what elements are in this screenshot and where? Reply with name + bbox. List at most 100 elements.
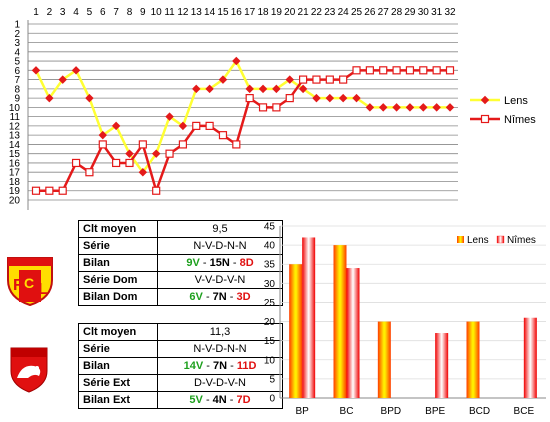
y-tick-label: 0 (269, 394, 275, 405)
lens-point (352, 93, 361, 103)
x-tick-label: 25 (351, 7, 363, 18)
x-tick-label: 17 (244, 7, 256, 18)
x-tick-label: BP (295, 406, 309, 417)
row-label: Bilan Ext (78, 391, 158, 409)
y-tick-label: 8 (14, 84, 20, 95)
y-tick-label: 40 (264, 241, 276, 252)
nimes-point (138, 140, 147, 149)
lens-row-bilan-dom: Bilan Dom 6V - 7N - 3D (78, 288, 283, 306)
nimes-point (365, 66, 374, 75)
nimes-point (85, 168, 94, 177)
draws: 7N (212, 291, 227, 303)
y-tick-label: 20 (264, 317, 276, 328)
separator: - (203, 360, 213, 372)
bar-BCD-Lens (466, 321, 480, 398)
lens-logo-c: C (24, 275, 34, 291)
x-tick-label: 6 (100, 7, 106, 18)
lens-point (165, 112, 174, 121)
y-tick-label: 15 (264, 336, 276, 347)
y-tick-label: 10 (264, 355, 276, 366)
y-tick-label: 10 (9, 103, 21, 114)
wins: 5V (189, 394, 203, 406)
draws: 4N (212, 394, 227, 406)
bar-chart-grid (279, 225, 546, 399)
nimes-logo (8, 345, 50, 393)
lens-point (31, 66, 41, 75)
row-label: Série (78, 237, 158, 255)
lens-point (365, 103, 375, 112)
lens-point (98, 130, 108, 140)
x-tick-label: 10 (151, 7, 163, 18)
nimes-point (71, 158, 81, 168)
x-tick-label: 28 (391, 7, 403, 18)
lens-row-serie-dom: Série Dom V-V-D-V-N (78, 271, 283, 289)
nimes-stats-table: Clt moyen 11,3 Série N-V-D-N-N Bilan 14V… (78, 323, 283, 409)
lens-point (312, 93, 321, 103)
nimes-point (339, 75, 348, 84)
y-tick-label: 19 (9, 186, 21, 197)
row-label: Bilan Dom (78, 288, 158, 306)
x-tick-label: 15 (217, 7, 229, 18)
nimes-point (432, 66, 441, 75)
lens-point (232, 56, 241, 66)
x-tick-label: BCD (469, 406, 490, 417)
lens-crest-icon: R C L (7, 257, 53, 307)
y-tick-label: 20 (9, 196, 21, 207)
bar-BP-Lens (289, 264, 303, 398)
nimes-point (379, 66, 388, 75)
x-tick-label: 13 (191, 7, 203, 18)
nimes-point (445, 66, 455, 75)
x-tick-label: 12 (177, 7, 189, 18)
lens-point (125, 149, 134, 158)
y-tick-label: 17 (9, 168, 21, 179)
legend-marker-nimes (480, 114, 490, 124)
lens-point (45, 93, 54, 103)
row-value: V-V-D-V-N (157, 271, 283, 289)
legend-label-lens: Lens (467, 235, 489, 246)
draws: 15N (209, 257, 230, 269)
x-tick-label: 7 (113, 7, 119, 18)
x-tick-label: 1 (33, 7, 39, 18)
lens-point (218, 75, 228, 84)
nimes-point (352, 66, 361, 75)
x-tick-label: BC (340, 406, 354, 417)
nimes-point (98, 140, 107, 149)
bar-chart-x-ticks: BP BC BPD BPE BCD BCE (295, 406, 534, 417)
line-chart-x-ticks: 1 2 3 4 5 6 7 8 9 10 11 12 13 14 15 16 17 18 19 20 21 22 23 24 2… (33, 7, 456, 18)
y-tick-label: 5 (14, 57, 20, 68)
nimes-crest-icon (10, 347, 48, 393)
y-tick-label: 3 (14, 38, 20, 49)
row-label: Clt moyen (78, 220, 158, 238)
nimes-point (258, 103, 268, 112)
nimes-point (232, 140, 241, 149)
nimes-row-serie: Série N-V-D-N-N (78, 340, 283, 358)
bar-chart-bars (289, 237, 537, 398)
wins: 9V (186, 257, 200, 269)
y-tick-label: 1 (14, 20, 20, 31)
lens-point (419, 103, 428, 112)
lens-point (298, 84, 308, 94)
lens-point (432, 103, 441, 112)
lens-point (111, 121, 121, 131)
lens-point (245, 84, 254, 94)
separator: - (202, 291, 213, 303)
wins: 14V (183, 360, 204, 372)
y-tick-label: 18 (9, 177, 21, 188)
lens-point (272, 84, 281, 94)
x-tick-label: 32 (444, 7, 456, 18)
y-tick-label: 4 (14, 47, 20, 58)
bar-BC-Nîmes (346, 268, 360, 398)
legend-swatch-lens (457, 236, 464, 243)
legend-label-lens: Lens (504, 95, 528, 107)
bilan-bar-chart: 0 5 10 15 20 25 30 35 40 45 BP BC BPD BPE BCD BCE Lens… (264, 222, 546, 417)
row-value: N-V-D-N-N (157, 340, 283, 358)
x-tick-label: 21 (298, 7, 310, 18)
row-label: Série Dom (78, 271, 158, 289)
lens-point (58, 75, 67, 84)
draws: 7N (212, 360, 228, 372)
lens-logo: R C L (5, 250, 55, 307)
lens-point (378, 103, 388, 112)
losses: 11D (236, 360, 257, 372)
x-tick-label: 3 (60, 7, 66, 18)
